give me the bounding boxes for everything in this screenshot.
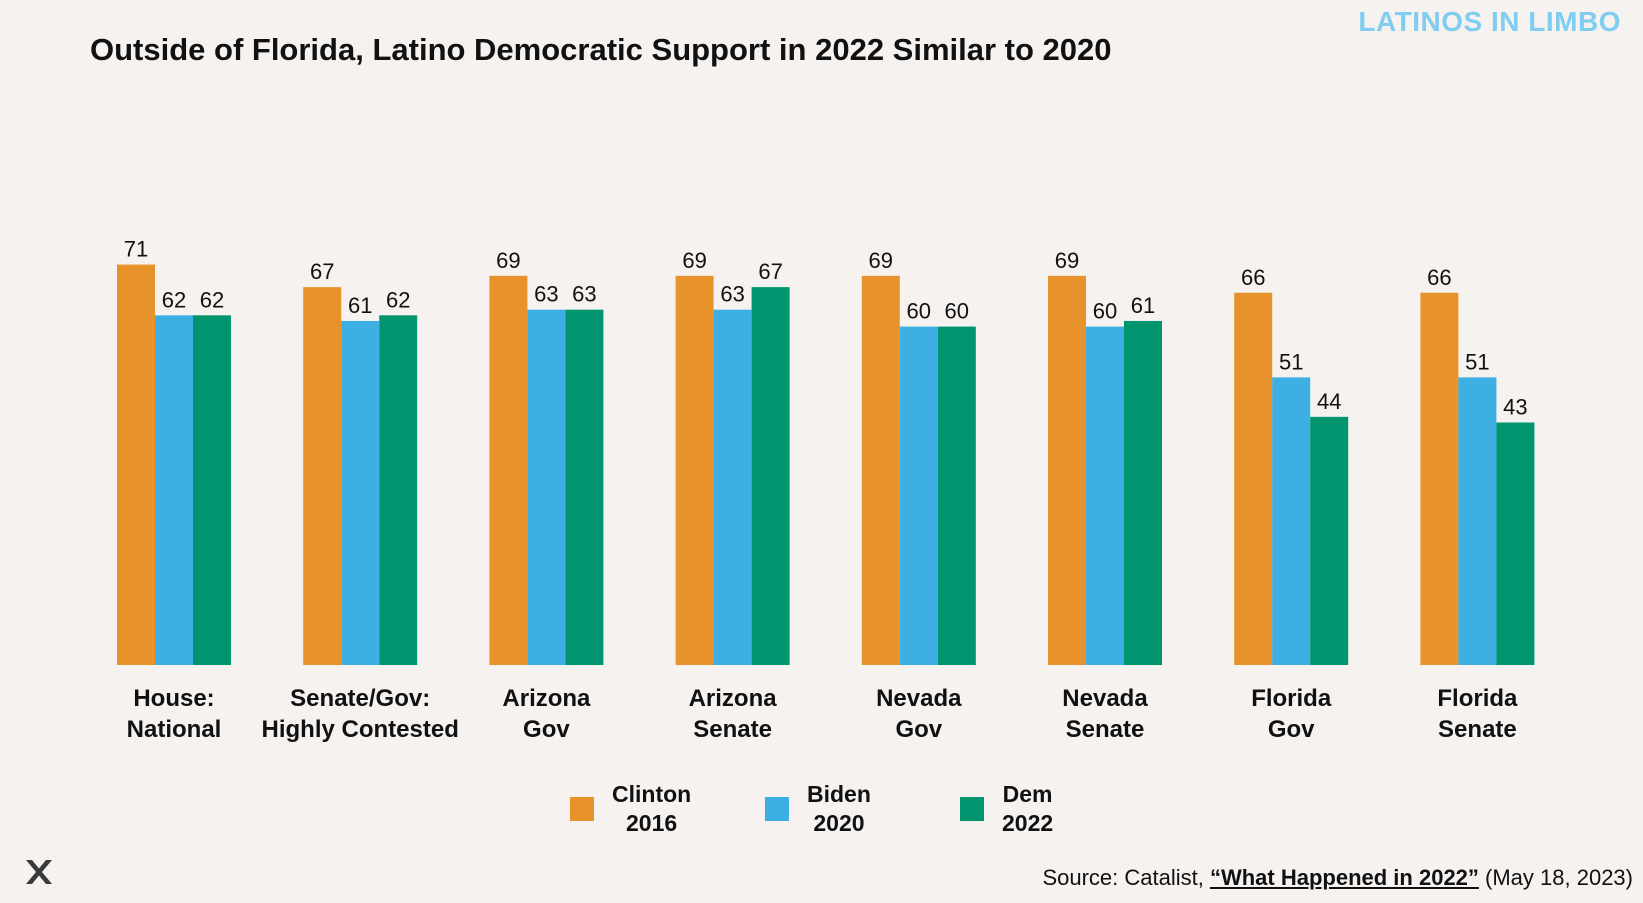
category-label-1-line-0: Senate/Gov:: [290, 685, 430, 712]
legend-label-dem-name: Dem: [1002, 781, 1053, 807]
bar-clinton-5: [1048, 275, 1086, 665]
legend-label-biden-name: Biden: [807, 781, 871, 807]
data-label-dem-6: 44: [1317, 389, 1341, 414]
category-label-0-line-1: National: [127, 716, 222, 743]
x-logo-icon: [26, 860, 52, 884]
bar-biden-3: [713, 309, 752, 665]
data-label-clinton-3: 69: [682, 248, 706, 273]
data-label-clinton-0: 71: [124, 237, 148, 262]
category-label-7-line-1: Senate: [1438, 716, 1517, 743]
bar-dem-4: [937, 326, 976, 665]
bar-dem-6: [1310, 416, 1349, 665]
data-label-biden-3: 63: [720, 282, 744, 307]
data-label-dem-1: 62: [386, 287, 410, 312]
category-label-2-line-1: Gov: [523, 716, 570, 743]
data-label-dem-4: 60: [945, 299, 969, 324]
data-label-clinton-4: 69: [869, 248, 893, 273]
data-label-dem-5: 61: [1131, 293, 1155, 318]
bar-biden-2: [527, 309, 566, 665]
data-label-dem-2: 63: [572, 282, 596, 307]
data-label-clinton-2: 69: [496, 248, 520, 273]
legend-swatch-dem: [960, 797, 984, 821]
bar-dem-7: [1496, 422, 1535, 665]
bar-clinton-1: [303, 287, 342, 665]
data-label-biden-4: 60: [907, 299, 931, 324]
bar-biden-5: [1086, 326, 1124, 665]
category-label-5-line-0: Nevada: [1062, 685, 1148, 712]
category-label-0-line-0: House:: [133, 685, 214, 712]
data-label-biden-6: 51: [1279, 349, 1303, 374]
bar-clinton-2: [489, 275, 528, 665]
bar-clinton-6: [1234, 292, 1273, 665]
data-label-biden-1: 61: [348, 293, 372, 318]
category-label-1-line-1: Highly Contested: [262, 716, 459, 743]
source-link[interactable]: “What Happened in 2022”: [1209, 865, 1479, 890]
bar-biden-6: [1272, 377, 1311, 665]
category-label-6-line-1: Gov: [1268, 716, 1315, 743]
legend-label-clinton-year: 2016: [626, 810, 678, 836]
bar-clinton-0: [117, 264, 155, 665]
legend-item-clinton: Clinton 2016: [570, 780, 765, 838]
bar-biden-1: [341, 320, 380, 665]
data-label-dem-7: 43: [1503, 394, 1527, 419]
source-prefix: Source: Catalist,: [1042, 865, 1210, 890]
category-label-7-line-0: Florida: [1437, 685, 1518, 712]
data-label-clinton-1: 67: [310, 259, 334, 284]
data-label-clinton-6: 66: [1241, 265, 1265, 290]
data-label-dem-0: 62: [200, 287, 224, 312]
bar-dem-5: [1124, 320, 1162, 665]
category-label-3-line-0: Arizona: [689, 685, 778, 712]
legend-item-dem: Dem 2022: [960, 780, 1155, 838]
bar-clinton-7: [1420, 292, 1459, 665]
bar-dem-2: [565, 309, 604, 665]
bar-clinton-4: [861, 275, 900, 665]
bar-dem-3: [751, 287, 790, 665]
bar-clinton-3: [675, 275, 714, 665]
category-label-4-line-1: Gov: [895, 716, 942, 743]
data-label-biden-7: 51: [1465, 349, 1489, 374]
chart-title: Outside of Florida, Latino Democratic Su…: [90, 32, 1112, 67]
bar-dem-1: [379, 315, 418, 665]
brand-wordmark: LATINOS IN LIMBO: [1358, 6, 1621, 37]
bar-dem-0: [193, 315, 231, 665]
data-label-clinton-5: 69: [1055, 248, 1079, 273]
category-label-4-line-0: Nevada: [876, 685, 962, 712]
legend-swatch-biden: [765, 797, 789, 821]
legend: Clinton 2016 Biden 2020 Dem 2022: [570, 780, 1155, 838]
legend-label-dem-year: 2022: [1002, 810, 1054, 836]
bar-chart: 71 62 62 House: National 67 61 62 Senate/Gov: Hig…: [117, 237, 1535, 743]
legend-label-biden-year: 2020: [813, 810, 865, 836]
data-label-biden-5: 60: [1093, 299, 1117, 324]
category-label-3-line-1: Senate: [693, 716, 772, 743]
data-label-biden-0: 62: [162, 287, 186, 312]
legend-item-biden: Biden 2020: [765, 780, 960, 838]
legend-swatch-clinton: [570, 797, 594, 821]
bar-biden-7: [1458, 377, 1497, 665]
source-suffix: (May 18, 2023): [1478, 865, 1633, 890]
bar-biden-4: [899, 326, 938, 665]
data-label-clinton-7: 66: [1427, 265, 1451, 290]
source-note: Source: Catalist, “What Happened in 2022…: [1042, 865, 1633, 891]
legend-label-clinton-name: Clinton: [612, 781, 692, 807]
bar-biden-0: [155, 315, 193, 665]
data-label-biden-2: 63: [534, 282, 558, 307]
category-label-2-line-0: Arizona: [502, 685, 591, 712]
data-label-dem-3: 67: [758, 259, 782, 284]
category-label-6-line-0: Florida: [1251, 685, 1332, 712]
category-label-5-line-1: Senate: [1066, 716, 1145, 743]
